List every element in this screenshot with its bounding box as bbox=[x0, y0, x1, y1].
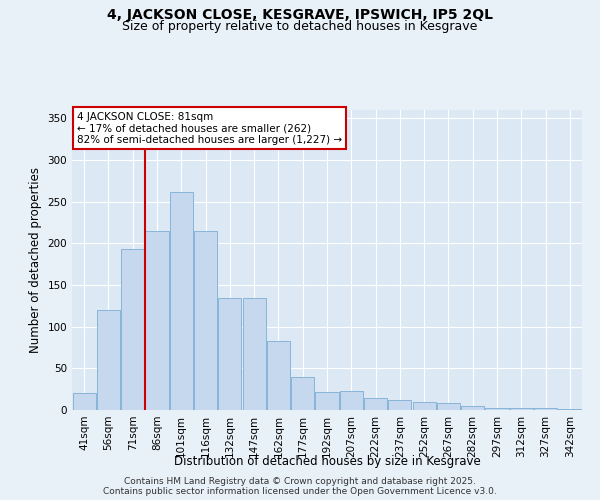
Bar bbox=[97, 310, 120, 410]
Bar bbox=[388, 400, 412, 410]
Bar bbox=[242, 298, 266, 410]
Bar bbox=[437, 402, 460, 410]
Bar bbox=[291, 376, 314, 410]
Y-axis label: Number of detached properties: Number of detached properties bbox=[29, 167, 42, 353]
Bar bbox=[510, 408, 533, 410]
Bar bbox=[559, 409, 581, 410]
Bar bbox=[218, 298, 241, 410]
Text: Contains HM Land Registry data © Crown copyright and database right 2025.
Contai: Contains HM Land Registry data © Crown c… bbox=[103, 476, 497, 496]
Bar bbox=[267, 341, 290, 410]
Bar bbox=[170, 192, 193, 410]
Bar bbox=[316, 392, 338, 410]
Text: Size of property relative to detached houses in Kesgrave: Size of property relative to detached ho… bbox=[122, 20, 478, 33]
Bar bbox=[413, 402, 436, 410]
Bar bbox=[364, 398, 387, 410]
Bar bbox=[485, 408, 509, 410]
Bar bbox=[194, 231, 217, 410]
Bar bbox=[145, 231, 169, 410]
Text: Distribution of detached houses by size in Kesgrave: Distribution of detached houses by size … bbox=[173, 454, 481, 468]
Bar bbox=[73, 394, 95, 410]
Text: 4, JACKSON CLOSE, KESGRAVE, IPSWICH, IP5 2QL: 4, JACKSON CLOSE, KESGRAVE, IPSWICH, IP5… bbox=[107, 8, 493, 22]
Bar bbox=[340, 391, 363, 410]
Bar bbox=[534, 408, 557, 410]
Bar bbox=[461, 406, 484, 410]
Text: 4 JACKSON CLOSE: 81sqm
← 17% of detached houses are smaller (262)
82% of semi-de: 4 JACKSON CLOSE: 81sqm ← 17% of detached… bbox=[77, 112, 342, 144]
Bar bbox=[121, 249, 144, 410]
